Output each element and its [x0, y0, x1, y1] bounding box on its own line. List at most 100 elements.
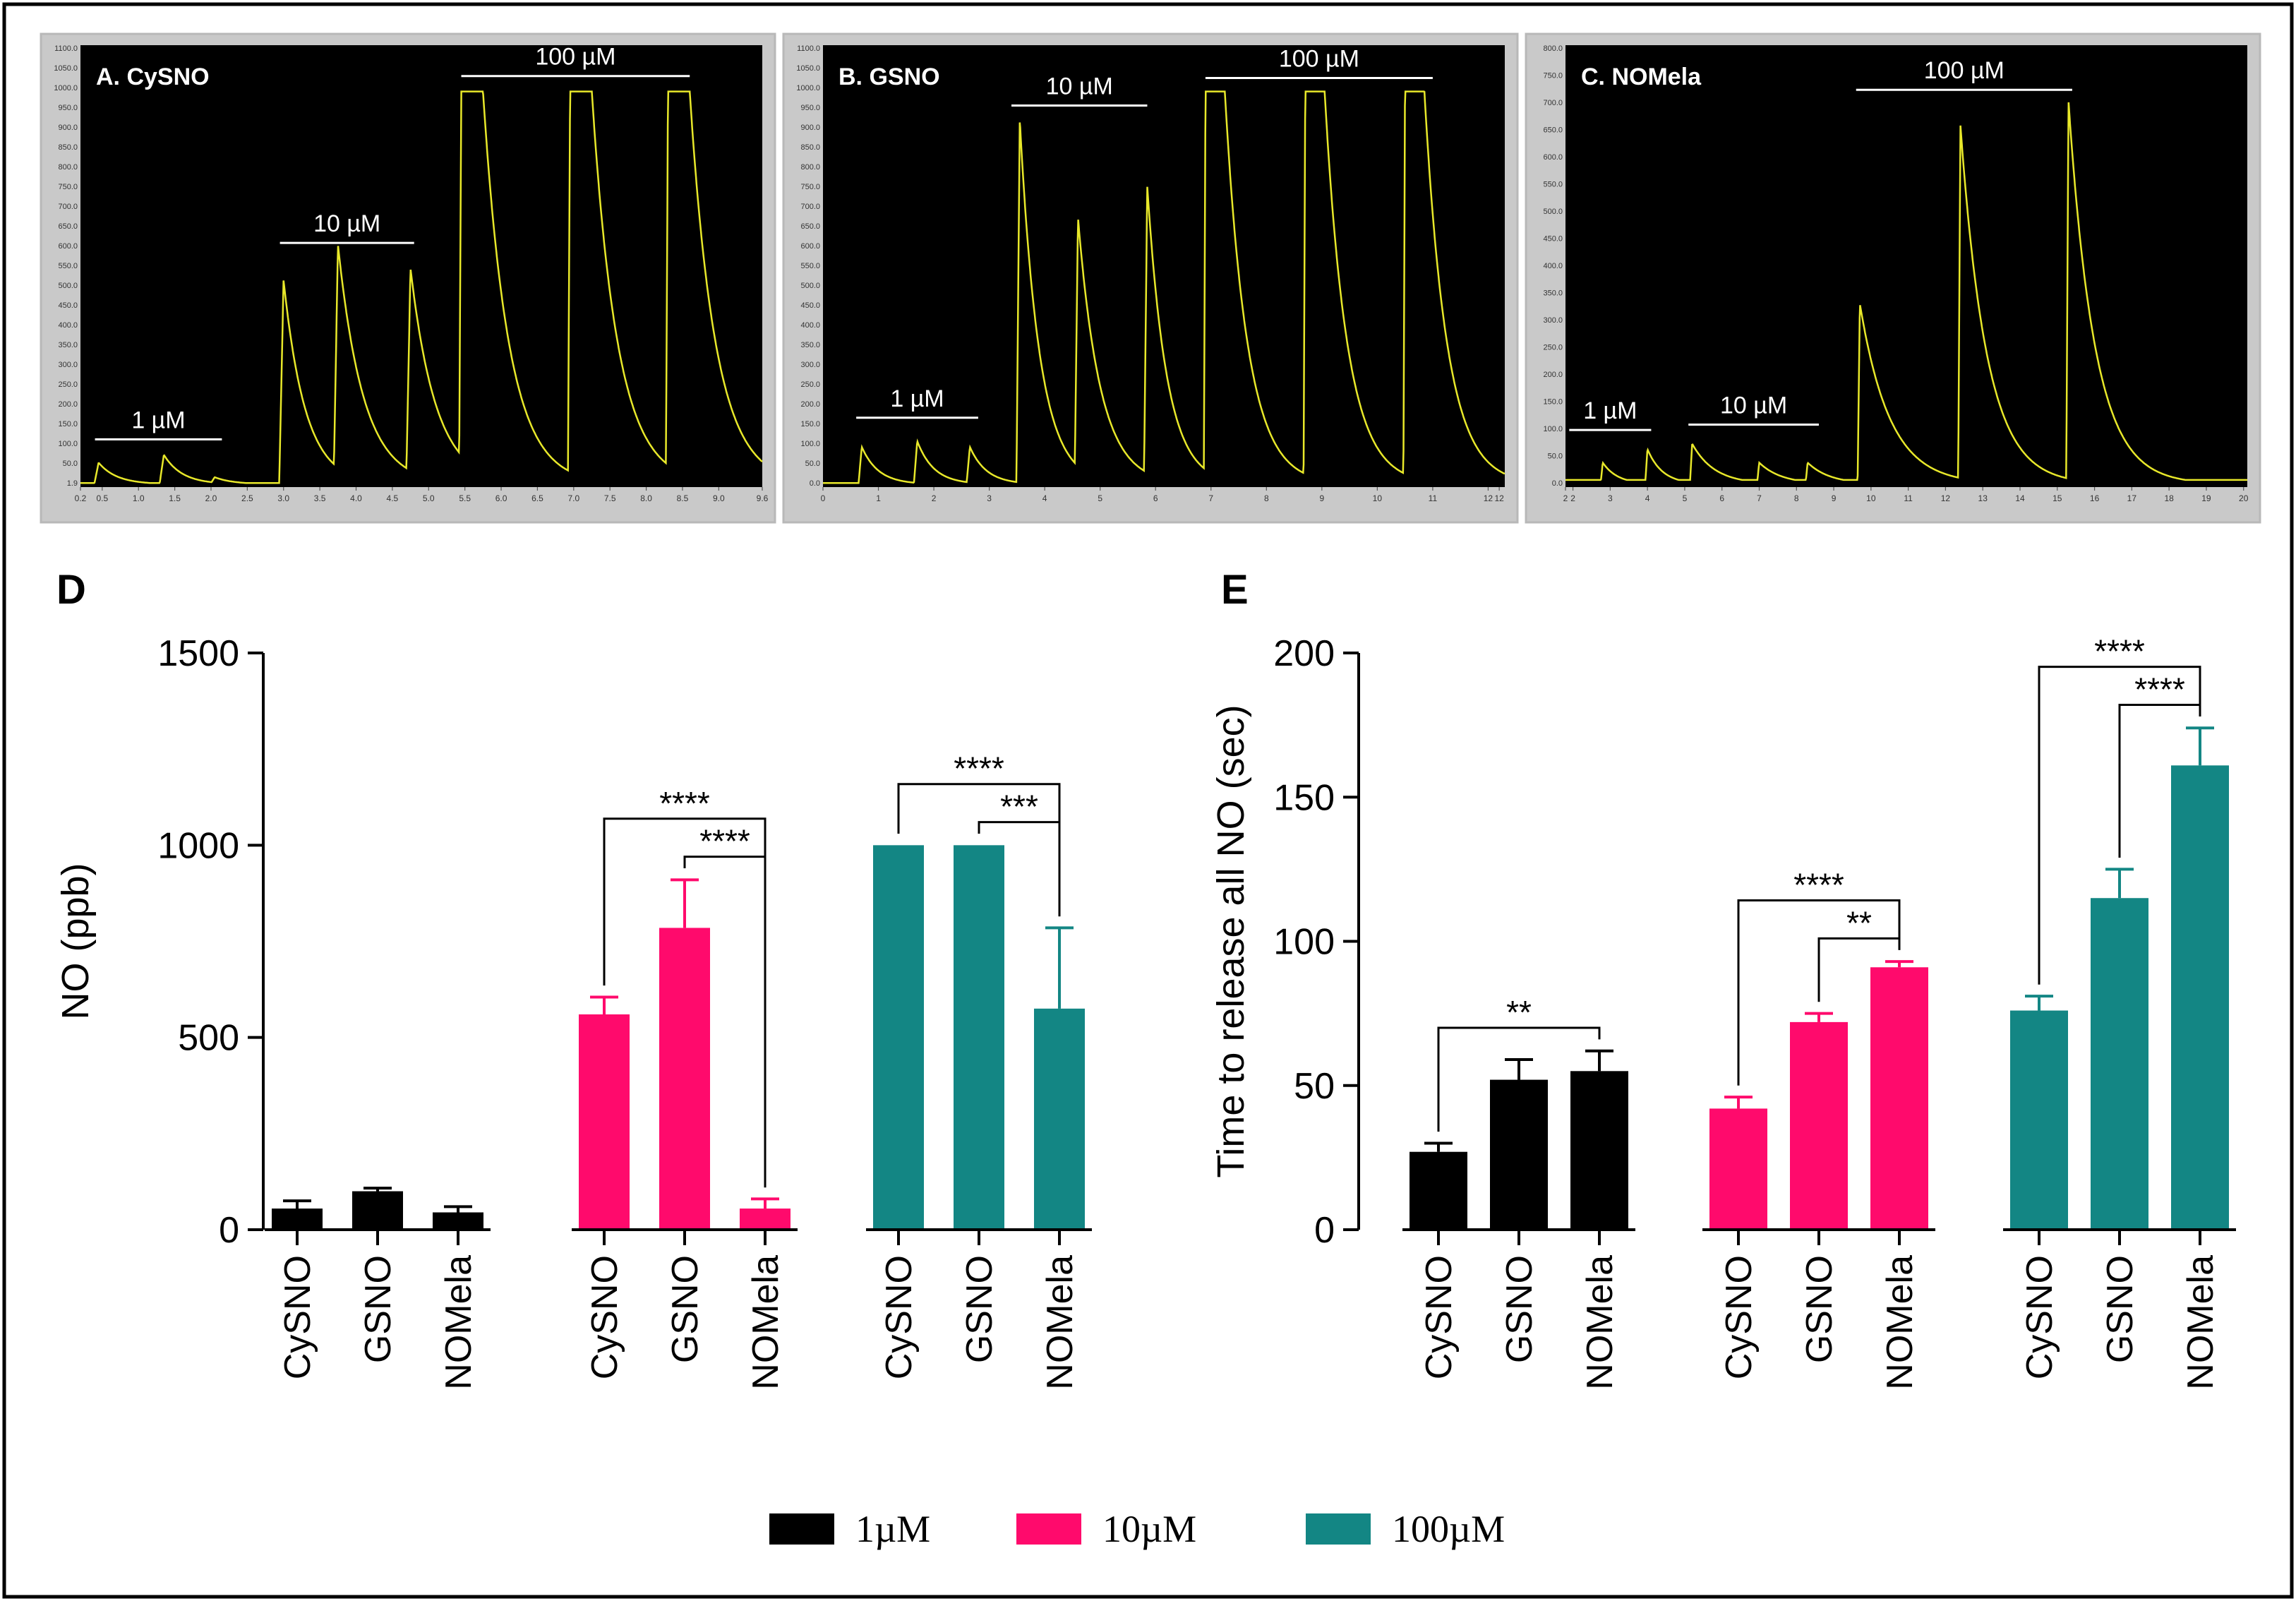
trace-plot-area — [1565, 45, 2247, 487]
trace-y-tick-label: 650.0 — [58, 222, 78, 231]
trace-x-tick-label: 10 — [1866, 493, 1876, 503]
trace-x-tick-label: 20 — [2239, 493, 2249, 503]
trace-concentration-label: 1 µM — [1583, 397, 1637, 424]
trace-y-tick-label: 500.0 — [58, 282, 78, 290]
trace-y-tick-label: 50.0 — [805, 460, 820, 468]
trace-y-tick-label: 0.0 — [1552, 479, 1563, 488]
trace-x-tick-label: 2 — [1563, 493, 1568, 503]
trace-x-tick-label: 15 — [2052, 493, 2062, 503]
legend-swatch — [1016, 1513, 1081, 1545]
bar — [1790, 1021, 1848, 1230]
trace-concentration-label: 100 µM — [1279, 46, 1359, 73]
trace-y-tick-label: 400.0 — [1543, 262, 1563, 270]
trace-x-tick-label: 8.5 — [677, 493, 689, 503]
trace-x-tick-label: 2 — [932, 493, 937, 503]
trace-y-tick-label: 150.0 — [58, 420, 78, 428]
trace-y-tick-label: 850.0 — [58, 143, 78, 152]
y-tick-label: 500 — [178, 1018, 239, 1059]
trace-panel-2: 1100.01050.01000.0950.0900.0850.0800.075… — [782, 32, 1519, 524]
trace-y-tick-label: 400.0 — [58, 321, 78, 330]
bar — [873, 845, 924, 1230]
trace-title: C. NOMela — [1581, 64, 1702, 90]
trace-y-tick-label: 300.0 — [800, 361, 820, 369]
trace-y-tick-label: 100.0 — [800, 440, 820, 448]
trace-y-tick-label: 700.0 — [800, 203, 820, 211]
trace-concentration-label: 1 µM — [890, 385, 944, 412]
bar — [954, 845, 1004, 1230]
significance-label: **** — [699, 823, 750, 860]
trace-y-tick-label: 1050.0 — [54, 64, 78, 73]
trace-y-tick-label: 700.0 — [1543, 99, 1563, 107]
trace-y-tick-label: 550.0 — [800, 262, 820, 270]
trace-panel-1: 1100.0 1050.0 1000.0 950.0 900.0 850.0 800.0 75… — [40, 32, 776, 524]
x-tick-label: NOMela — [1880, 1255, 1921, 1390]
significance-label: *** — [1000, 788, 1038, 825]
x-tick-label: GSNO — [1799, 1255, 1840, 1363]
trace-x-tick-label: 11 — [1904, 493, 1913, 503]
y-tick-label: 50 — [1294, 1066, 1335, 1107]
bar — [1709, 1108, 1767, 1230]
trace-y-tick-label: 200.0 — [58, 400, 78, 409]
trace-y-tick-label: 800.0 — [1543, 44, 1563, 53]
bar — [1570, 1071, 1628, 1230]
significance-label: **** — [2094, 633, 2145, 670]
trace-y-tick-label: 800.0 — [58, 163, 78, 172]
x-tick-label: NOMela — [1580, 1255, 1621, 1390]
trace-y-tick-label: 900.0 — [58, 124, 78, 132]
legend-swatch — [1306, 1513, 1371, 1545]
trace-x-tick-label: 7 — [1208, 493, 1213, 503]
trace-y-tick-label: 250.0 — [1543, 344, 1563, 352]
trace-x-tick-label: 1.5 — [169, 493, 181, 503]
bar — [659, 928, 710, 1230]
trace-plot-area — [80, 45, 762, 487]
trace-y-tick-label: 0.0 — [810, 479, 820, 488]
trace-y-tick-label: 800.0 — [800, 163, 820, 172]
bar — [352, 1191, 403, 1230]
trace-x-tick-label: 2.5 — [241, 493, 253, 503]
trace-x-tick-label: 2 — [1570, 493, 1575, 503]
trace-x-tick-label: 12 — [1494, 493, 1504, 503]
trace-y-tick-label: 1100.0 — [797, 44, 820, 53]
trace-x-tick-label: 9.6 — [757, 493, 769, 503]
trace-y-tick-label: 900.0 — [800, 124, 820, 132]
trace-y-tick-label: 450.0 — [800, 301, 820, 310]
trace-x-tick-label: 6.0 — [495, 493, 507, 503]
x-tick-label: NOMela — [2180, 1255, 2221, 1390]
bar — [2010, 1010, 2068, 1230]
trace-panel-3: 800.0750.0700.0650.0600.0550.0500.0450.0… — [1525, 32, 2261, 524]
significance-bracket — [1737, 899, 1901, 1086]
trace-x-tick-label: 6.5 — [531, 493, 543, 503]
y-tick-label: 100 — [1273, 922, 1335, 963]
trace-y-tick-label: 650.0 — [1543, 126, 1563, 135]
trace-concentration-label: 1 µM — [131, 407, 185, 433]
trace-y-tick-label: 100.0 — [1543, 425, 1563, 433]
trace-y-tick-label: 50.0 — [1548, 452, 1563, 461]
trace-concentration-label: 10 µM — [1720, 392, 1787, 419]
trace-y-tick-label: 700.0 — [58, 203, 78, 211]
trace-x-tick-label: 12 — [1941, 493, 1951, 503]
bar — [272, 1209, 323, 1230]
bar-chart-E: E 0 50 100 150 200 Time to release all NO (sec… — [1210, 567, 2236, 1390]
trace-y-tick-label: 950.0 — [58, 104, 78, 112]
significance-label: **** — [2134, 671, 2185, 708]
legend-label: 1µM — [855, 1508, 930, 1550]
significance-label: ** — [1506, 994, 1532, 1031]
trace-x-tick-label: 7.5 — [604, 493, 616, 503]
trace-y-tick-label: 300.0 — [58, 361, 78, 369]
trace-y-tick-label: 500.0 — [800, 282, 820, 290]
trace-y-tick-label: 400.0 — [800, 321, 820, 330]
x-tick-label: GSNO — [959, 1255, 1000, 1363]
bar — [2171, 765, 2229, 1230]
trace-x-tick-label: 10 — [1373, 493, 1383, 503]
trace-x-tick-label: 18 — [2164, 493, 2174, 503]
bar — [1034, 1008, 1085, 1230]
x-tick-label: NOMela — [438, 1255, 479, 1390]
trace-x-tick-label: 0.2 — [75, 493, 87, 503]
legend-label: 10µM — [1102, 1508, 1196, 1550]
x-tick-label: CySNO — [277, 1255, 318, 1379]
trace-x-tick-label: 4 — [1042, 493, 1047, 503]
trace-x-tick-label: 11 — [1429, 493, 1438, 503]
significance-bracket — [978, 821, 1061, 917]
y-tick-label: 1000 — [157, 825, 239, 866]
